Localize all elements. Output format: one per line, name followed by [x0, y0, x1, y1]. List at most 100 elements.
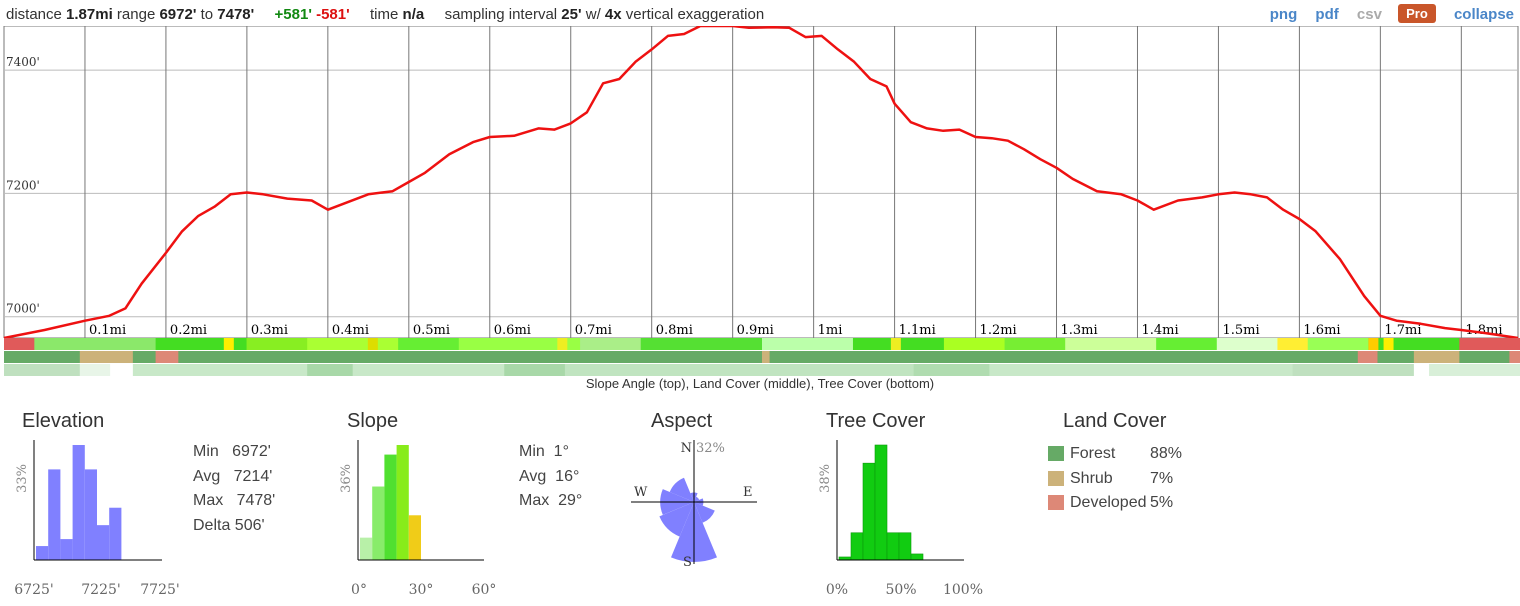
- slope-steep-segment: [367, 338, 378, 350]
- tree-cover-panel-title: Tree Cover: [826, 410, 926, 432]
- slope-segment: [458, 338, 581, 350]
- histogram-bar: [109, 507, 122, 560]
- histogram-bar: [862, 462, 876, 561]
- histogram-x-tick-label: 6725': [14, 582, 53, 598]
- histogram-x-tick-label: 7225': [81, 582, 120, 598]
- y-tick-label: 7000': [6, 302, 40, 316]
- slope-max-row: Max 29°: [519, 492, 583, 509]
- histogram-x-tick-label: 30°: [409, 582, 434, 598]
- time-label: time: [370, 6, 399, 23]
- csv-link[interactable]: csv: [1356, 6, 1382, 23]
- histogram-bar: [384, 454, 397, 560]
- land-cover-segment: [762, 351, 771, 363]
- slope-steep-segment: [1383, 338, 1394, 350]
- x-tick-label: 0.4mi: [332, 323, 369, 338]
- slope-segment: [1368, 338, 1460, 350]
- elevation-loss: -581': [316, 6, 350, 23]
- slope-segment: [398, 338, 460, 350]
- elevation-profile-chart[interactable]: 7400' 7200' 7000' 0.1mi 0.2mi 0.3mi 0.4mi 0.5mi…: [0, 26, 1520, 338]
- distance-label: distance: [6, 6, 62, 23]
- tree-cover-segment: [110, 364, 134, 376]
- export-links: png pdf csv Pro collapse: [1256, 0, 1514, 30]
- tree-cover-segment: [989, 364, 1294, 376]
- slope-segment: [1277, 338, 1309, 350]
- range-min-value: 6972': [159, 6, 197, 23]
- x-tick-label: 0.3mi: [251, 323, 288, 338]
- png-link[interactable]: png: [1269, 6, 1298, 23]
- developed-percent: 5%: [1150, 494, 1174, 511]
- developed-label: Developed: [1070, 494, 1147, 511]
- elevation-profile-line: [3, 26, 1519, 338]
- histogram-y-max-label: 36%: [339, 464, 354, 493]
- histogram-bar: [60, 539, 73, 560]
- range-to-label: to: [200, 6, 214, 23]
- histogram-x-tick-label: 60°: [472, 582, 497, 598]
- slope-steep-segment: [1368, 338, 1379, 350]
- sampling-value: 25': [561, 6, 582, 23]
- pdf-link[interactable]: pdf: [1315, 6, 1339, 23]
- slope-segment: [1156, 338, 1218, 350]
- tree-cover-histogram: 38% 0% 50% 100%: [818, 440, 983, 598]
- range-max-value: 7478': [217, 6, 255, 23]
- aspect-panel-title: Aspect: [651, 410, 713, 432]
- slope-segment: [246, 338, 308, 350]
- aspect-max-label: 32%: [696, 441, 725, 456]
- histogram-x-tick-label: 0%: [826, 582, 848, 598]
- shrub-swatch: [1048, 470, 1064, 486]
- tree-cover-segment: [564, 364, 915, 376]
- collapse-link[interactable]: collapse: [1453, 6, 1514, 23]
- bands-caption: Slope Angle (top), Land Cover (middle), …: [585, 376, 935, 391]
- x-tick-label: 0.9mi: [737, 323, 774, 338]
- tree-cover-segment: [504, 364, 566, 376]
- slope-segment: [1065, 338, 1157, 350]
- distance-value: 1.87mi: [66, 6, 113, 23]
- tree-cover-segment: [352, 364, 505, 376]
- histogram-bar: [408, 515, 421, 560]
- histogram-bar: [886, 532, 900, 561]
- elevation-gain: +581': [274, 6, 312, 23]
- slope-histogram: 36% 0° 30° 60°: [339, 440, 497, 598]
- slope-segment: [640, 338, 763, 350]
- land-cover-panel-title: Land Cover: [1063, 410, 1167, 432]
- elevation-max-row: Max 7478': [193, 492, 276, 509]
- histogram-bar: [84, 469, 97, 560]
- histogram-bar: [396, 445, 409, 560]
- slope-segment: [1459, 338, 1520, 350]
- land-cover-segment: [1413, 351, 1460, 363]
- elevation-min-value: 6972': [232, 443, 271, 460]
- histogram-bar: [372, 486, 385, 560]
- pro-badge[interactable]: Pro: [1398, 4, 1436, 23]
- land-cover-segment: [155, 351, 179, 363]
- aspect-south-label: S: [683, 555, 692, 570]
- time-value: n/a: [402, 6, 425, 23]
- developed-swatch: [1048, 495, 1064, 510]
- histogram-bar: [360, 537, 373, 560]
- exaggeration-label: vertical exaggeration: [625, 6, 765, 23]
- x-tick-label: 1.7mi: [1384, 323, 1421, 338]
- exaggeration-value: 4x: [604, 6, 622, 23]
- land-cover-segment: [178, 351, 763, 363]
- elevation-max-value: 7478': [236, 492, 276, 509]
- sampling-label: sampling interval: [444, 6, 558, 23]
- aspect-sector-se: [694, 502, 715, 523]
- x-tick-label: 1.6mi: [1303, 323, 1340, 338]
- histogram-y-max-label: 33%: [15, 464, 30, 493]
- x-tick-label: 0.5mi: [413, 323, 450, 338]
- stats-bar: distance 1.87mi range 6972' to 7478' +58…: [0, 0, 1520, 30]
- slope-segment: [1307, 338, 1369, 350]
- slope-min-value: 1°: [553, 443, 569, 460]
- land-cover-segment: [1509, 351, 1520, 363]
- tree-cover-segment: [132, 364, 308, 376]
- histogram-x-tick-label: 50%: [885, 582, 916, 598]
- elevation-histogram: 33% 6725' 7225' 7725': [14, 440, 180, 598]
- shrub-percent: 7%: [1150, 469, 1174, 487]
- slope-segment: [580, 338, 642, 350]
- aspect-rose-chart: N 32% E S W: [631, 440, 757, 570]
- histogram-y-max-label: 38%: [818, 464, 833, 493]
- tree-cover-segment: [307, 364, 354, 376]
- land-cover-segment: [79, 351, 134, 363]
- land-cover-segment: [1459, 351, 1510, 363]
- slope-min-row: Min 1°: [519, 443, 569, 460]
- range-label: range: [116, 6, 156, 23]
- tree-cover-segment: [4, 364, 81, 376]
